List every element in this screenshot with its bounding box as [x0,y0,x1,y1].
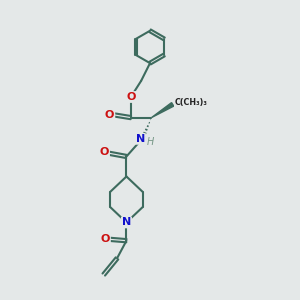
Text: O: O [100,234,110,244]
Text: N: N [122,218,131,227]
Text: O: O [126,92,136,102]
Text: O: O [100,147,109,158]
Text: N: N [136,134,145,144]
Polygon shape [152,103,174,118]
Text: C(CH₃)₃: C(CH₃)₃ [175,98,208,107]
Text: O: O [105,110,114,120]
Text: H: H [147,137,155,147]
